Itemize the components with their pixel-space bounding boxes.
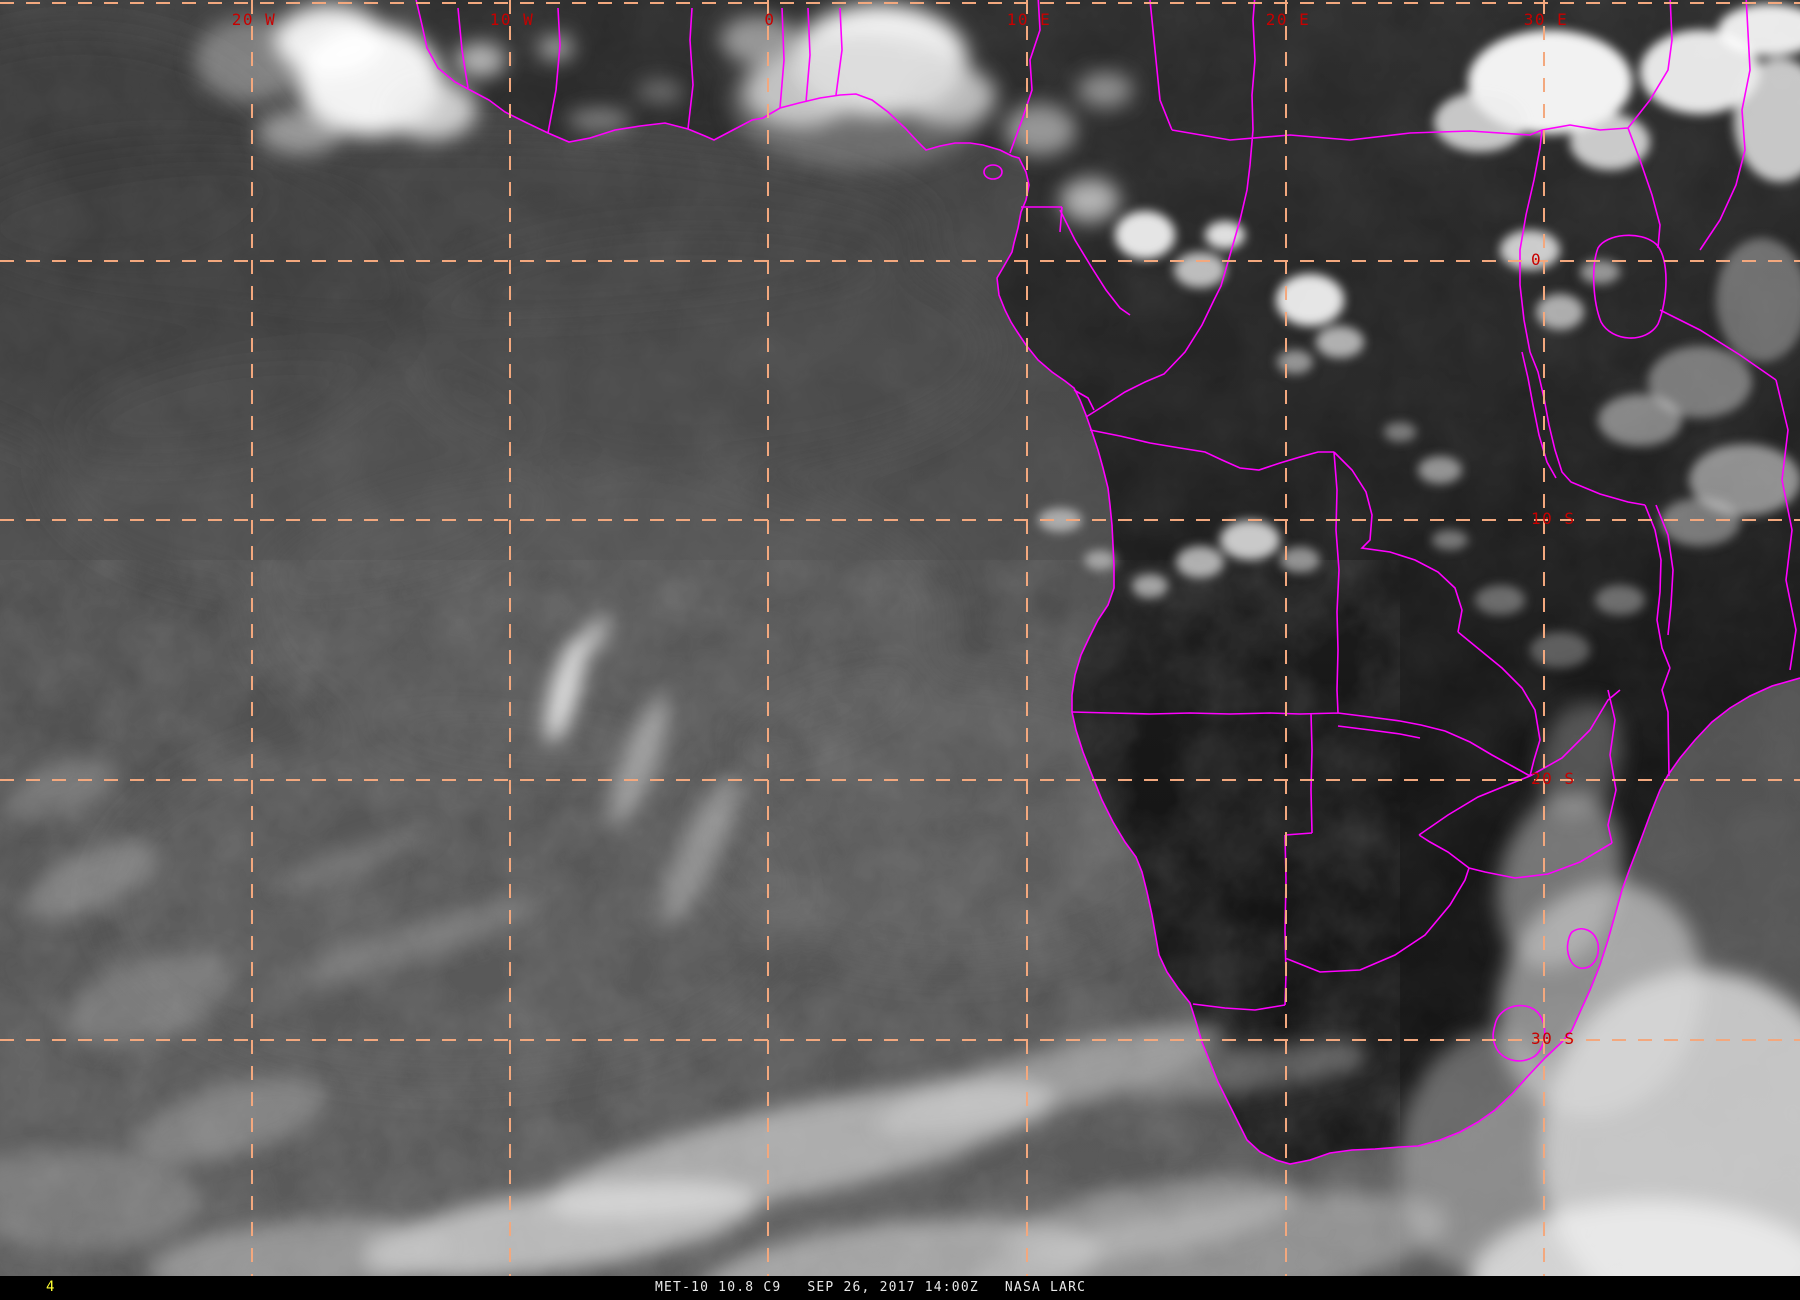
longitude-label: 30 E (1524, 10, 1569, 29)
eswatini-outline (1566, 928, 1600, 969)
longitude-label: 0 (764, 10, 775, 29)
latitude-label: 0 (1531, 250, 1542, 269)
longitude-label: 10 W (490, 10, 535, 29)
caption-instrument: MET-10 10.8 C9 (655, 1280, 782, 1295)
africa-coastline (415, 0, 1800, 1165)
country-borders (415, 0, 1800, 1165)
internal-borders (457, 0, 1797, 1011)
status-bar: 4 MET-10 10.8 C9 SEP 26, 2017 14:00Z NAS… (0, 1276, 1800, 1300)
caption-credit: NASA LARC (1004, 1280, 1087, 1295)
latitude-label: 20 S (1531, 769, 1576, 788)
longitude-label: 20 W (232, 10, 277, 29)
bioko-island-outline (983, 164, 1003, 180)
frame-counter: 4 (46, 1279, 56, 1295)
longitude-label: 20 E (1266, 10, 1311, 29)
image-caption: MET-10 10.8 C9 SEP 26, 2017 14:00Z NASA … (655, 1280, 1086, 1295)
latitude-label: 30 S (1531, 1029, 1576, 1048)
longitude-label: 10 E (1007, 10, 1052, 29)
graticule-labels: 20 W 10 W 0 10 E 20 E 30 E 0 10 S 20 S 30 S (232, 10, 1576, 1048)
lake-victoria-outline (1592, 234, 1667, 339)
latitude-label: 10 S (1531, 509, 1576, 528)
caption-datetime: SEP 26, 2017 14:00Z (807, 1280, 979, 1295)
